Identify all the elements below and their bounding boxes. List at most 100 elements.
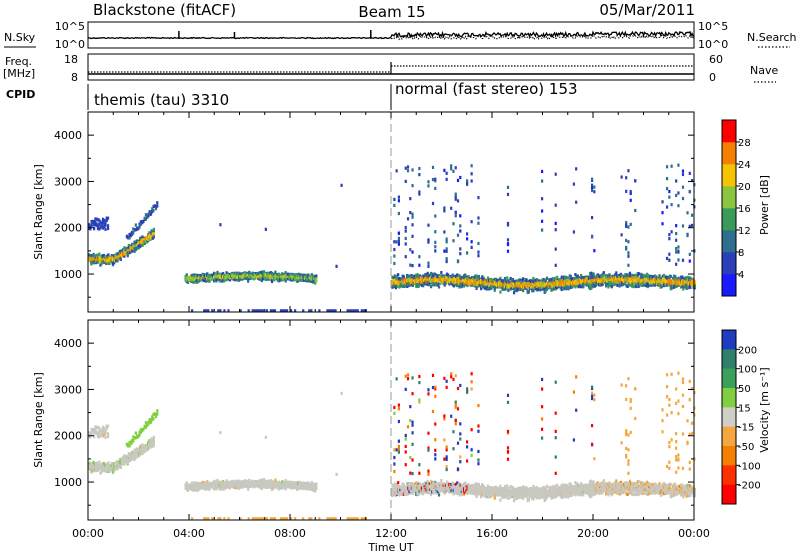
power-cell bbox=[400, 277, 403, 281]
power-cell bbox=[283, 275, 286, 279]
power-cell bbox=[668, 237, 671, 241]
power-cell bbox=[609, 275, 612, 279]
power-cell bbox=[352, 309, 355, 313]
power-cell bbox=[641, 275, 644, 279]
power-cell bbox=[482, 277, 485, 281]
power-cell bbox=[151, 236, 154, 240]
power-cell bbox=[685, 285, 688, 289]
power-cell bbox=[153, 204, 156, 208]
power-cell bbox=[209, 276, 212, 280]
velocity-cell bbox=[112, 464, 116, 468]
power-cell bbox=[560, 285, 563, 290]
power-cell bbox=[620, 233, 623, 237]
power-cell bbox=[412, 281, 416, 285]
power-cell bbox=[600, 275, 603, 279]
power-cell bbox=[244, 275, 248, 279]
power-cell bbox=[197, 277, 200, 281]
freq-tick-top: 18 bbox=[64, 53, 78, 66]
velocity-cell bbox=[186, 485, 190, 489]
power-cell bbox=[103, 260, 107, 264]
power-cell bbox=[99, 257, 102, 261]
power-cell bbox=[91, 261, 94, 265]
power-cell bbox=[139, 240, 142, 245]
velocity-cell bbox=[208, 487, 211, 491]
power-cell bbox=[91, 254, 94, 259]
power-cell bbox=[581, 276, 584, 280]
power-cell bbox=[549, 278, 552, 282]
velocity-cell bbox=[115, 460, 118, 464]
power-cell bbox=[445, 279, 449, 283]
noise-panel: N.Sky 10^5 10^0 10^5 10^0 N.Search bbox=[4, 20, 797, 51]
power-cell bbox=[427, 278, 430, 282]
power-cell bbox=[499, 283, 502, 287]
power-cell bbox=[475, 279, 478, 283]
power-cell bbox=[572, 230, 575, 234]
colorbar-tick-label: 4 bbox=[738, 270, 744, 281]
power-cell bbox=[489, 279, 492, 283]
power-cell bbox=[576, 277, 579, 281]
power-cell bbox=[416, 282, 419, 287]
power-cell bbox=[567, 282, 570, 287]
power-cell bbox=[448, 275, 451, 279]
power-cell bbox=[223, 274, 226, 278]
power-cell bbox=[281, 273, 284, 278]
power-cell bbox=[497, 280, 500, 284]
power-cell bbox=[617, 279, 620, 283]
power-cell bbox=[623, 279, 626, 283]
power-cell bbox=[615, 279, 618, 284]
power-cell bbox=[286, 274, 290, 278]
power-cell bbox=[480, 286, 483, 290]
power-cell bbox=[393, 274, 396, 278]
power-cell bbox=[634, 283, 637, 287]
velocity-cell bbox=[114, 463, 117, 467]
power-cell bbox=[607, 275, 610, 279]
power-cell bbox=[669, 286, 672, 291]
power-cell bbox=[542, 286, 545, 290]
power-cell bbox=[106, 255, 109, 259]
power-cell bbox=[127, 244, 130, 248]
power-cell bbox=[93, 227, 96, 231]
power-cell bbox=[133, 247, 136, 251]
power-cell bbox=[590, 234, 594, 238]
power-cell bbox=[354, 309, 357, 313]
power-cell bbox=[211, 309, 214, 313]
power-cell bbox=[443, 230, 446, 234]
velocity-cell bbox=[185, 485, 188, 489]
power-cell bbox=[280, 273, 283, 277]
power-cell bbox=[615, 271, 618, 275]
power-cell bbox=[431, 279, 434, 283]
power-cell bbox=[579, 280, 583, 285]
power-cell bbox=[512, 291, 516, 295]
power-cell bbox=[141, 235, 144, 239]
velocity-cell bbox=[150, 437, 153, 441]
power-cell bbox=[427, 274, 430, 278]
power-cell bbox=[568, 281, 571, 285]
power-cell bbox=[573, 280, 576, 285]
power-cell bbox=[531, 280, 534, 284]
power-cell bbox=[136, 242, 140, 246]
power-cell bbox=[470, 179, 473, 183]
power-cell bbox=[300, 278, 303, 282]
power-cell bbox=[223, 309, 226, 313]
power-cell bbox=[506, 242, 510, 246]
power-cell bbox=[443, 283, 446, 287]
power-cell bbox=[554, 280, 558, 284]
power-cell bbox=[441, 280, 444, 284]
power-cell bbox=[593, 275, 596, 280]
power-cell bbox=[401, 281, 404, 285]
velocity-cell bbox=[205, 485, 208, 490]
power-cell bbox=[258, 271, 261, 275]
power-cell bbox=[256, 272, 259, 276]
power-cell bbox=[657, 280, 660, 284]
power-cell bbox=[470, 279, 474, 283]
power-cell bbox=[411, 212, 414, 216]
power-cell bbox=[149, 210, 153, 214]
power-cell bbox=[314, 281, 317, 285]
power-cell bbox=[404, 242, 407, 246]
y-tick-label: 4000 bbox=[54, 129, 82, 142]
power-cell bbox=[517, 284, 520, 288]
power-cell bbox=[119, 250, 123, 255]
power-cell bbox=[452, 275, 455, 279]
